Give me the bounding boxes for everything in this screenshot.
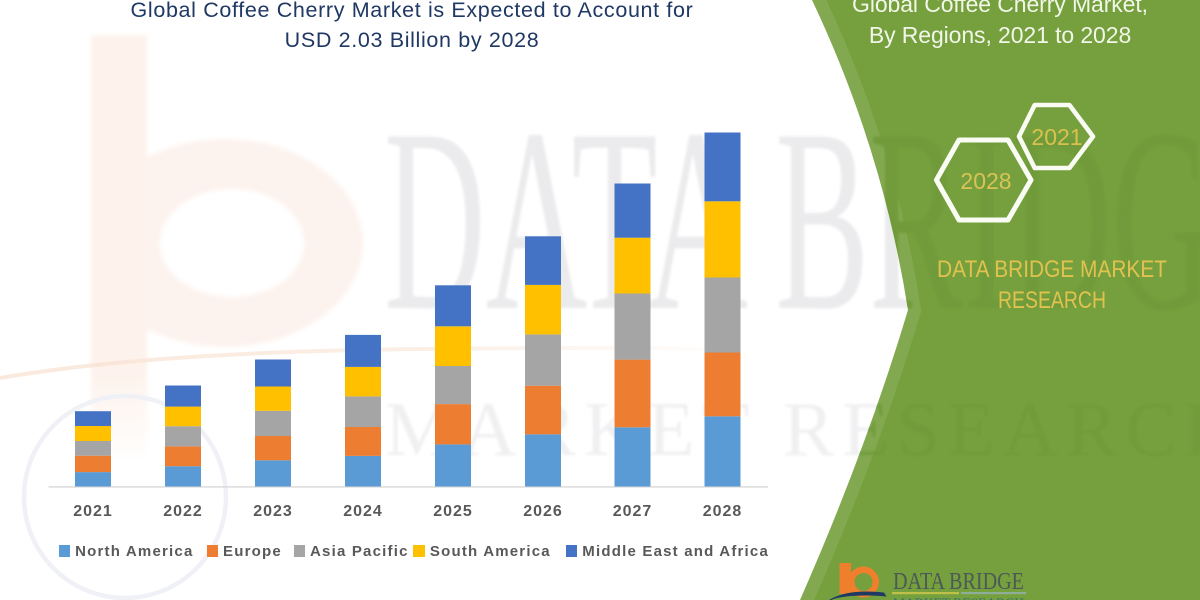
svg-text:RESEARCH: RESEARCH [998, 287, 1106, 314]
svg-text:DATA BRIDGE: DATA BRIDGE [893, 569, 1024, 595]
svg-text:MARKET RESEARCH: MARKET RESEARCH [893, 595, 1024, 600]
svg-text:DATA BRIDGE MARKET: DATA BRIDGE MARKET [937, 256, 1167, 283]
svg-text:2021: 2021 [1031, 124, 1082, 150]
svg-text:2028: 2028 [960, 168, 1011, 194]
